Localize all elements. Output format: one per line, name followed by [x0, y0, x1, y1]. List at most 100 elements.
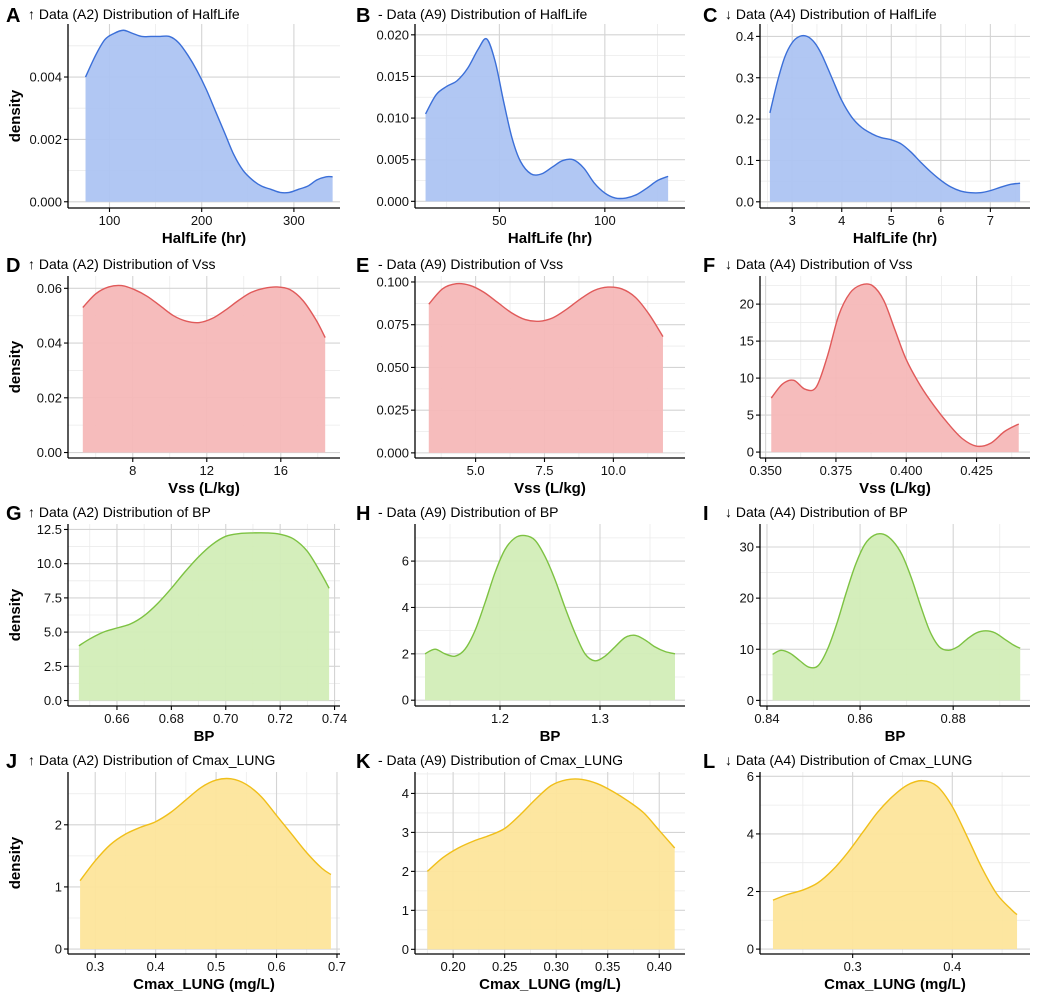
density-area: [85, 30, 333, 202]
x-axis-title: Vss (L/kg): [859, 480, 931, 497]
panel-title: - Data (A9) Distribution of Cmax_LUNG: [378, 752, 623, 768]
density-line: [769, 34, 1021, 194]
panel-i: 0.84 0.86 0.88 0 10 20 30 BP I ↓ Data (A4) Distri…: [703, 503, 1030, 745]
y-tick-label: 5: [747, 408, 754, 423]
y-axis-title: density: [7, 836, 24, 889]
panel-letter: J: [6, 751, 17, 773]
y-tick-label: 7.5: [44, 590, 62, 605]
density-area: [772, 533, 1021, 701]
y-tick-label: 15: [740, 334, 754, 349]
panel-letter: I: [703, 503, 709, 525]
density-line: [78, 532, 330, 647]
x-tick-label: 0.70: [213, 711, 238, 726]
x-tick-label: 5: [888, 213, 895, 228]
density-area: [82, 285, 326, 453]
y-tick-label: 0.015: [376, 69, 409, 84]
x-tick-label: 0.3: [86, 959, 104, 974]
x-axis-title: Cmax_LUNG (mg/L): [133, 976, 275, 993]
panel-letter: B: [356, 5, 370, 27]
x-tick-label: 0.30: [544, 959, 569, 974]
panel-j: 0.3 0.4 0.5 0.6 0.7 0 1 2 Cmax_LUNG (mg/L) densit…: [6, 751, 346, 993]
x-tick-label: 0.350: [749, 463, 782, 478]
x-tick-label: 0.66: [104, 711, 129, 726]
x-tick-label: 300: [283, 213, 305, 228]
y-tick-label: 0.00: [37, 445, 62, 460]
panel-title: - Data (A9) Distribution of BP: [378, 504, 559, 520]
y-tick-label: 0.000: [376, 445, 409, 460]
x-tick-label: 100: [99, 213, 121, 228]
panel-letter: L: [703, 751, 715, 773]
x-axis-title: Vss (L/kg): [168, 480, 240, 497]
y-tick-label: 4: [402, 786, 409, 801]
panel-letter: H: [356, 503, 370, 525]
y-tick-label: 5.0: [44, 625, 62, 640]
x-tick-label: 100: [594, 213, 616, 228]
panel-letter: K: [356, 751, 371, 773]
y-tick-label: 2: [402, 646, 409, 661]
density-line: [772, 779, 1018, 916]
x-tick-label: 0.4: [943, 959, 961, 974]
panel-d: 8 12 16 0.00 0.02 0.04 0.06 Vss (L/kg) density D ↑…: [6, 255, 340, 497]
y-tick-label: 0.025: [376, 403, 409, 418]
x-tick-label: 4: [838, 213, 845, 228]
density-line: [770, 283, 1020, 448]
x-tick-label: 0.400: [890, 463, 923, 478]
y-tick-label: 0.075: [376, 317, 409, 332]
y-tick-label: 2: [402, 864, 409, 879]
density-line: [84, 29, 333, 194]
y-tick-label: 0.02: [37, 390, 62, 405]
y-tick-label: 0: [747, 942, 754, 957]
panel-letter: F: [703, 255, 715, 277]
y-tick-label: 0.050: [376, 360, 409, 375]
x-tick-label: 0.88: [941, 711, 966, 726]
x-tick-label: 7.5: [535, 463, 553, 478]
density-area: [427, 778, 675, 950]
panel-c: 3 4 5 6 7 0.0 0.1 0.2 0.3 0.4 HalfLife (hr) C ↓ Data…: [703, 5, 1030, 247]
y-tick-label: 0.020: [376, 27, 409, 42]
x-axis-title: Cmax_LUNG (mg/L): [479, 976, 621, 993]
panel-letter: C: [703, 5, 717, 27]
panel-f: 0.350 0.375 0.400 0.425 0 5 10 15 20 Vss (L/kg) F ↓…: [703, 255, 1030, 497]
y-tick-label: 0.100: [376, 274, 409, 289]
density-area: [425, 535, 675, 701]
panel-title: ↓ Data (A4) Distribution of BP: [725, 504, 908, 520]
x-tick-label: 0.4: [147, 959, 165, 974]
panel-title: ↓ Data (A4) Distribution of Cmax_LUNG: [725, 752, 972, 768]
y-tick-label: 0.2: [736, 112, 754, 127]
x-axis-title: HalfLife (hr): [853, 230, 937, 247]
x-axis-title: BP: [540, 728, 561, 745]
panel-letter: E: [356, 255, 369, 277]
y-tick-label: 0: [747, 693, 754, 708]
x-tick-label: 6: [937, 213, 944, 228]
y-tick-label: 1: [55, 879, 62, 894]
y-tick-label: 30: [740, 540, 754, 555]
x-tick-label: 12: [200, 463, 214, 478]
density-area: [78, 532, 330, 701]
panel-title: - Data (A9) Distribution of HalfLife: [378, 6, 588, 22]
x-tick-label: 0.84: [754, 711, 779, 726]
y-tick-label: 2: [55, 817, 62, 832]
y-tick-label: 0.010: [376, 111, 409, 126]
x-tick-label: 0.74: [322, 711, 347, 726]
y-tick-label: 6: [747, 769, 754, 784]
x-tick-label: 0.25: [492, 959, 517, 974]
x-tick-label: 1.2: [491, 711, 509, 726]
panel-b: 50 100 0.000 0.005 0.010 0.015 0.020 HalfLife (…: [356, 5, 685, 247]
y-tick-label: 0.002: [29, 132, 62, 147]
x-axis-title: HalfLife (hr): [508, 230, 592, 247]
x-axis-title: Cmax_LUNG (mg/L): [824, 976, 966, 993]
density-line: [772, 532, 1021, 669]
y-tick-label: 0.000: [29, 194, 62, 209]
y-tick-label: 10: [740, 371, 754, 386]
y-tick-label: 0: [402, 942, 409, 957]
panel-title: ↓ Data (A4) Distribution of HalfLife: [725, 6, 937, 22]
y-tick-label: 12.5: [37, 522, 62, 537]
x-tick-label: 0.40: [647, 959, 672, 974]
y-tick-label: 0.04: [37, 336, 62, 351]
panel-h: 1.2 1.3 0 2 4 6 BP H - Data (A9) Distribution of…: [356, 503, 685, 745]
panel-title: ↑ Data (A2) Distribution of Vss: [28, 256, 216, 272]
x-tick-label: 0.20: [440, 959, 465, 974]
y-axis-title: density: [7, 340, 24, 393]
panel-title: ↑ Data (A2) Distribution of BP: [28, 504, 211, 520]
